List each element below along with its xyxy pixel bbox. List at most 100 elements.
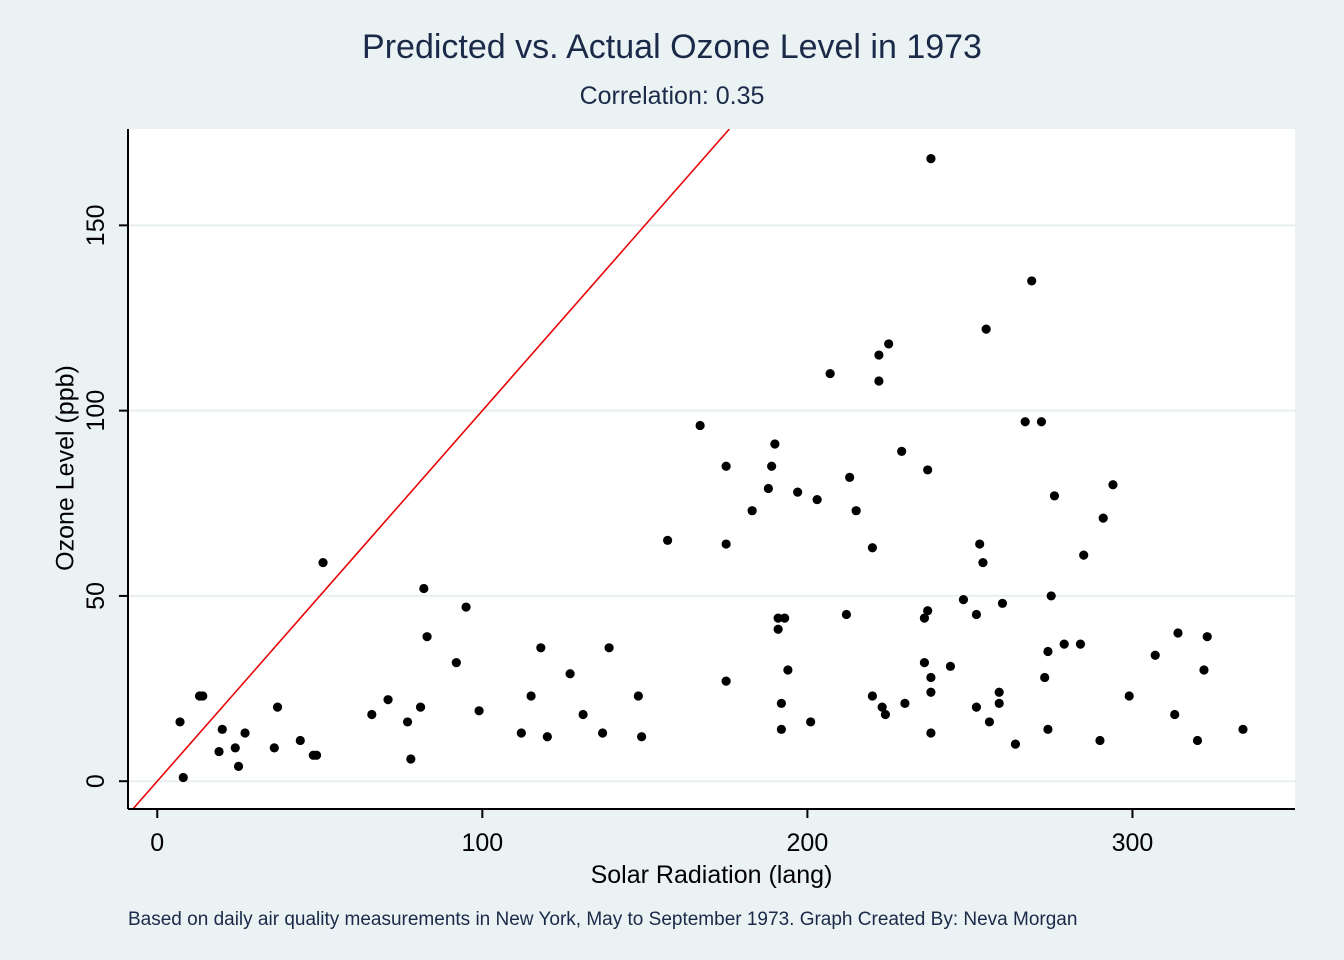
data-point — [1150, 650, 1160, 660]
data-point — [461, 602, 471, 612]
data-point — [1170, 709, 1180, 720]
data-point — [773, 624, 783, 634]
data-point — [1095, 735, 1105, 746]
data-points — [175, 154, 1248, 783]
data-point — [1199, 665, 1209, 675]
y-axis-label: Ozone Level (ppb) — [51, 365, 80, 571]
data-point — [1108, 480, 1118, 490]
data-point — [994, 698, 1004, 708]
data-point — [474, 706, 484, 716]
data-point — [1036, 417, 1047, 427]
data-point — [1192, 735, 1203, 746]
data-point — [776, 698, 786, 708]
data-point — [919, 658, 930, 668]
data-point — [1238, 724, 1248, 734]
data-point — [422, 632, 432, 642]
y-tick-label: 0 — [82, 774, 110, 788]
data-point — [526, 691, 536, 701]
chart-subtitle: Correlation: 0.35 — [579, 82, 765, 110]
data-point — [867, 691, 878, 701]
data-point — [198, 691, 208, 701]
data-point — [240, 728, 250, 738]
data-point — [721, 676, 731, 686]
data-point — [763, 483, 773, 494]
data-point — [542, 732, 552, 742]
y-tick-label: 50 — [82, 582, 110, 610]
data-point — [975, 539, 985, 549]
reference-line — [132, 129, 730, 809]
data-point — [1079, 550, 1089, 560]
data-point — [1059, 639, 1069, 649]
data-point — [367, 709, 377, 720]
data-point — [926, 687, 936, 697]
data-point — [971, 702, 982, 712]
data-point — [841, 609, 852, 620]
data-point — [867, 543, 878, 553]
data-point — [874, 350, 884, 360]
data-point — [926, 728, 936, 738]
data-point — [604, 643, 614, 653]
data-point — [1046, 591, 1056, 601]
data-point — [984, 717, 995, 727]
data-point — [178, 772, 188, 783]
data-point — [783, 665, 793, 675]
data-point — [978, 557, 988, 568]
data-point — [1202, 632, 1212, 642]
data-point — [1043, 724, 1053, 734]
data-point — [747, 506, 757, 516]
data-point — [776, 724, 786, 734]
data-point — [175, 717, 185, 727]
data-point — [897, 446, 907, 456]
y-tick-label: 150 — [82, 204, 110, 246]
data-point — [217, 724, 227, 734]
data-point — [770, 439, 780, 449]
data-point — [1027, 276, 1037, 286]
data-point — [637, 732, 647, 742]
data-point — [926, 672, 936, 683]
data-point — [406, 754, 416, 764]
data-point — [633, 691, 643, 701]
y-tick-label: 100 — [82, 390, 110, 432]
data-point — [923, 465, 933, 475]
chart-note: Based on daily air quality measurements … — [128, 909, 1078, 930]
x-tick-label: 100 — [461, 829, 503, 857]
data-point — [1010, 739, 1021, 749]
data-point — [793, 487, 803, 497]
data-point — [806, 717, 816, 727]
data-point — [419, 583, 429, 594]
data-point — [1040, 672, 1050, 683]
data-point — [825, 368, 835, 379]
data-point — [877, 702, 887, 712]
data-point — [214, 746, 224, 757]
data-point — [851, 506, 861, 516]
x-axis-label: Solar Radiation (lang) — [590, 861, 833, 889]
data-point — [880, 709, 891, 720]
data-point — [900, 698, 910, 708]
data-point — [884, 339, 894, 349]
data-point — [845, 472, 855, 482]
data-point — [233, 761, 244, 771]
data-point — [1173, 628, 1183, 638]
data-point — [318, 557, 328, 568]
data-point — [451, 658, 461, 668]
x-axis-ticks: 0 100 200 300 — [150, 809, 1153, 857]
data-point — [311, 750, 322, 760]
chart-title: Predicted vs. Actual Ozone Level in 1973 — [362, 28, 982, 66]
data-point — [695, 420, 705, 431]
reference-line-layer — [132, 129, 730, 809]
data-point — [295, 735, 305, 746]
data-point — [926, 154, 936, 164]
data-point — [1020, 417, 1030, 427]
data-point — [874, 376, 884, 386]
data-point — [945, 661, 956, 671]
data-point — [383, 695, 393, 705]
plot-area — [128, 129, 1295, 809]
x-tick-label: 200 — [787, 829, 829, 857]
data-point — [1098, 513, 1108, 523]
data-point — [958, 595, 969, 605]
data-point — [971, 609, 982, 620]
data-point — [767, 461, 777, 471]
data-point — [1043, 646, 1053, 657]
data-point — [565, 669, 575, 679]
